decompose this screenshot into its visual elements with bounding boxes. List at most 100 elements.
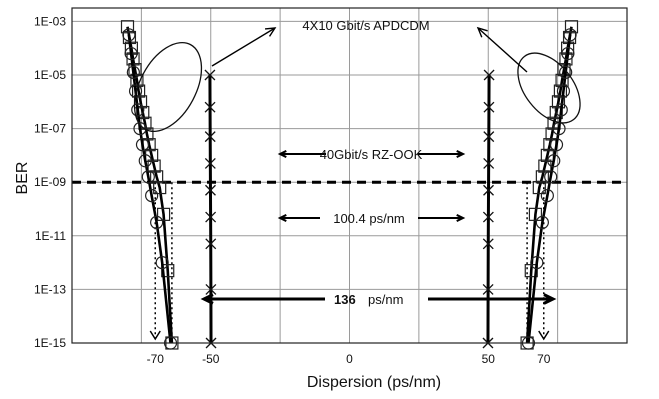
series-point [561,46,575,61]
guide-arrowhead [538,330,550,341]
guide-arrowhead [149,330,161,341]
apdcdm-arrow-left-head [264,27,277,37]
rzook-arrow-right [418,150,466,158]
series-point [482,211,494,223]
apdcdm-arrow-right [476,26,528,73]
series-point [141,170,155,184]
x-tick-label: -70 [147,352,165,366]
series-point [483,157,495,169]
series-point-stroke [483,157,495,169]
width-apdcdm-arrow-left-head [200,293,214,305]
y-axis-title: BER [14,162,31,195]
width-rzook-arrow-left [277,214,320,222]
width-apdcdm-unit: ps/nm [368,292,403,307]
series-point-stroke [483,101,495,113]
series-point-stroke [483,131,495,143]
rzook-arrow-left [277,150,326,158]
series-point [204,157,216,169]
series-point [551,95,566,109]
series-point [135,138,150,152]
width-rzook-arrow-right-head [456,214,466,222]
apdcdm-ellipse-right [517,52,581,124]
annotations: 4X10 Gbit/s APDCDM 40Gbit/s RZ-OOK 100.4 p… [133,18,581,307]
series-point [544,170,558,184]
series-point [547,154,561,168]
series-point-stroke [204,69,216,81]
series-point [535,215,549,229]
series-point [205,283,217,295]
series-point [156,207,171,221]
series-point [559,65,573,79]
series-point [150,170,164,184]
series-point [204,131,216,143]
series-point [204,101,216,113]
series-point [528,207,543,221]
series-point-stroke [482,238,494,250]
series-point [153,180,167,195]
series-point-stroke [483,69,495,81]
series-point [122,28,136,42]
y-tick-labels: 1E-03 1E-05 1E-07 1E-09 1E-11 1E-13 1E-15 [34,14,66,350]
y-tick-label: 1E-15 [34,336,66,350]
series-point [205,238,217,250]
series-point [564,20,579,34]
series-line [127,34,172,344]
x-tick-label: 70 [537,352,551,366]
series-line [486,74,491,344]
series-point [483,131,495,143]
series-line [527,34,572,344]
series-point-stroke [204,157,216,169]
series-point-stroke [204,131,216,143]
series-point-stroke [482,283,494,295]
x-tick-label: 50 [482,352,496,366]
series-point [138,154,152,168]
series-point [126,65,140,79]
series-point [555,73,569,87]
y-tick-label: 1E-09 [34,175,66,189]
apdcdm-arrow-left [211,27,277,67]
series-point-stroke [483,184,494,196]
series-point [563,28,577,42]
apdcdm-ellipse-left [133,41,203,133]
apdcdm-arrow-right-shaft [477,27,528,73]
series-point [120,20,135,34]
x-tick-label: 0 [346,352,353,366]
series-point-stroke [482,211,494,223]
series-point [482,238,494,250]
series-point [549,138,564,152]
plot-frame [71,7,628,344]
rzook-label: 40Gbit/s RZ-OOK [320,147,423,162]
series-point [205,211,217,223]
series-point-stroke [205,283,217,295]
apdcdm-arrow-right-head [476,26,488,38]
width-apdcdm-arrow-right [428,293,557,305]
apdcdm-arrow-left-shaft [211,27,276,67]
series-point-stroke [205,238,217,250]
series-point [483,101,495,113]
rzook-arrow-left-head [277,150,287,158]
series-point-stroke [205,211,217,223]
width-apdcdm-value: 136 [334,292,356,307]
y-tick-label: 1E-13 [34,282,66,296]
series [122,28,178,350]
series-point [530,256,544,270]
series-point-stroke [204,101,216,113]
width-rzook-label: 100.4 ps/nm [333,211,405,226]
series-point [483,69,495,81]
series-point [150,215,164,229]
series-point [145,189,159,203]
apdcdm-label: 4X10 Gbit/s APDCDM [302,18,429,33]
series-point-stroke [205,184,216,196]
y-tick-label: 1E-05 [34,68,66,82]
width-rzook-arrow-left-head [277,214,287,222]
width-apdcdm-arrow-left [200,293,325,305]
series-point [532,180,546,195]
series-point [556,84,571,98]
series-group [120,20,579,350]
y-tick-label: 1E-07 [34,122,66,136]
series-point [124,46,138,61]
width-apdcdm-arrow-right-head [543,293,557,305]
series [204,69,217,349]
